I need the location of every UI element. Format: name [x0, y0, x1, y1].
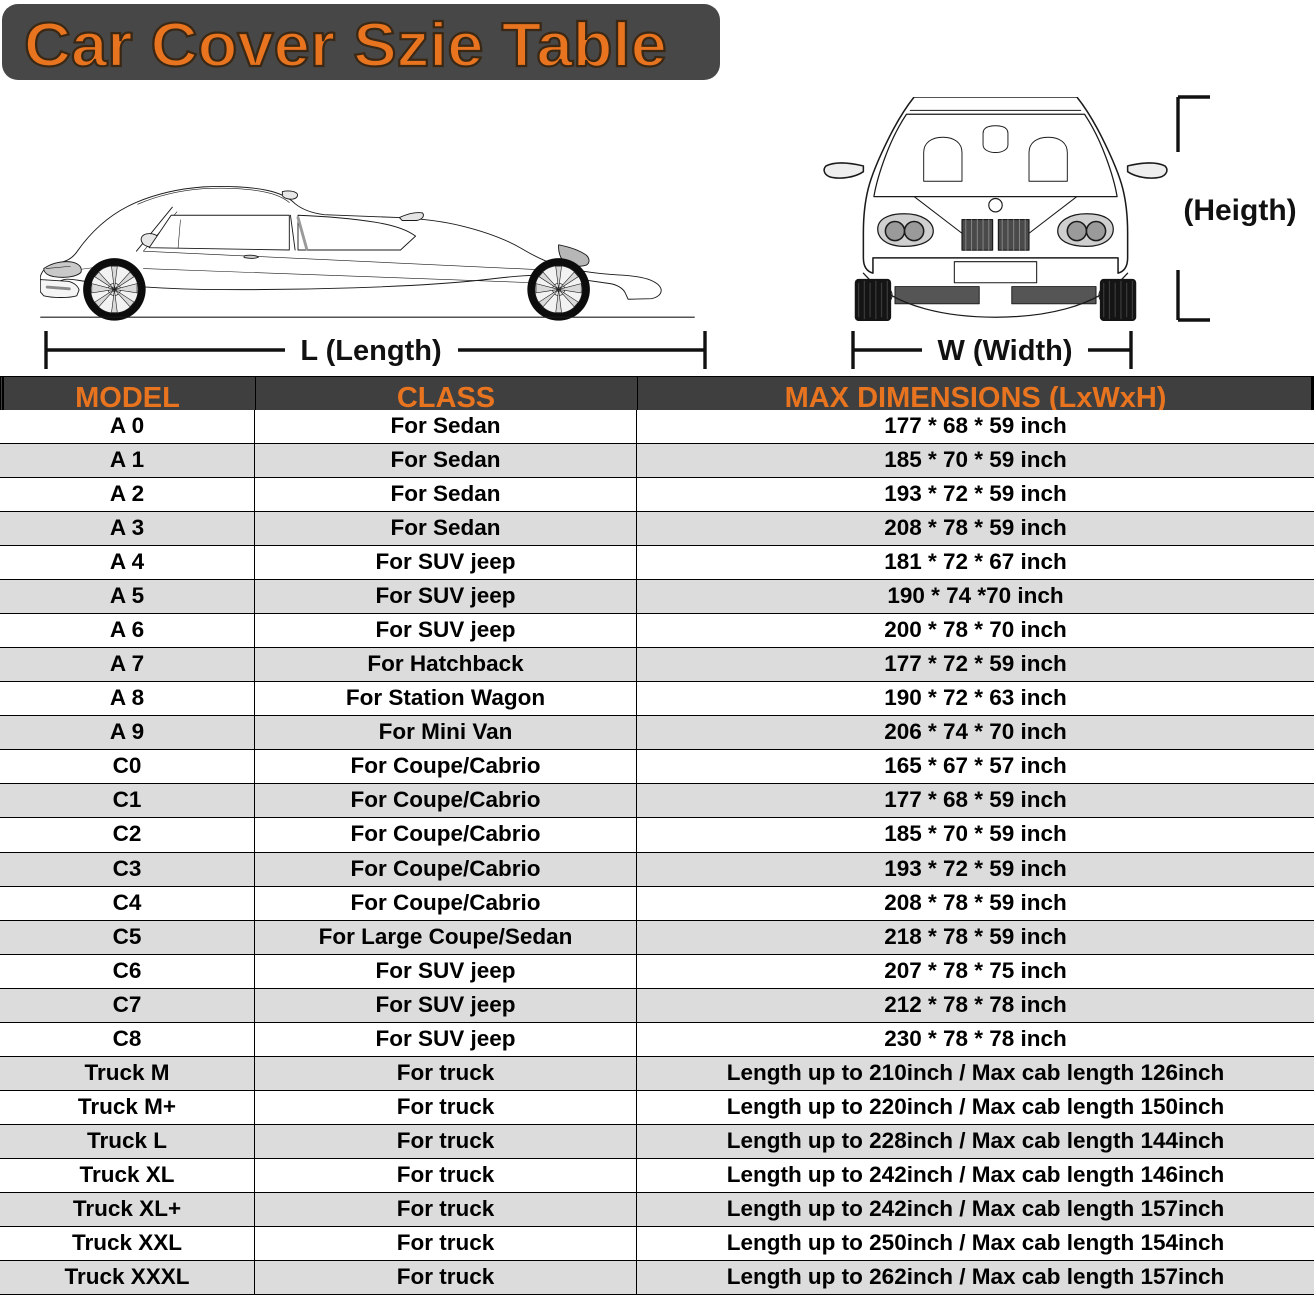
- svg-text:L (Length): L (Length): [300, 335, 441, 367]
- svg-text:W (Width): W (Width): [937, 335, 1072, 367]
- svg-text:(Heigth): (Heigth): [1183, 194, 1296, 227]
